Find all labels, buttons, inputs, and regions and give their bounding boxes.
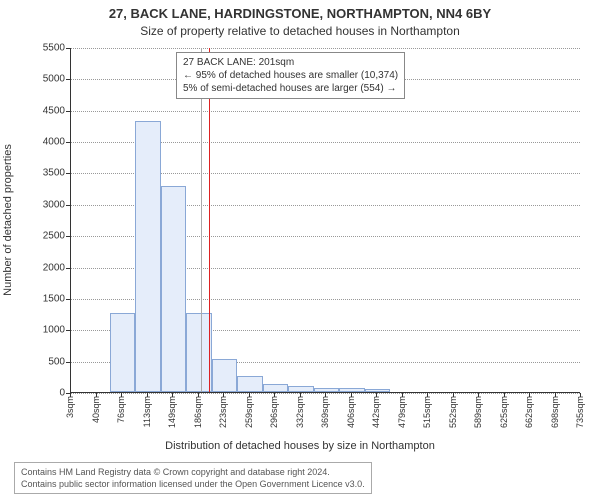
histogram-bar — [339, 388, 365, 392]
y-tick-label: 1500 — [25, 293, 65, 304]
x-axis-label: Distribution of detached houses by size … — [0, 440, 600, 452]
x-tick-label: 625sqm — [499, 396, 509, 428]
x-tick-label: 662sqm — [524, 396, 534, 428]
annotation-box: 27 BACK LANE: 201sqm← 95% of detached ho… — [176, 52, 405, 99]
histogram-bar — [110, 313, 136, 392]
y-tick-label: 1000 — [25, 325, 65, 336]
histogram-bar — [212, 359, 238, 392]
histogram-bar — [135, 121, 161, 392]
x-tick-label: 406sqm — [346, 396, 356, 428]
histogram-bar — [186, 313, 212, 392]
y-tick-mark — [66, 205, 70, 206]
x-tick-label: 589sqm — [473, 396, 483, 428]
x-tick-label: 186sqm — [193, 396, 203, 428]
chart-subtitle: Size of property relative to detached ho… — [0, 24, 600, 38]
y-tick-mark — [66, 268, 70, 269]
y-tick-label: 2000 — [25, 262, 65, 273]
y-tick-label: 5000 — [25, 74, 65, 85]
x-tick-label: 76sqm — [116, 396, 126, 423]
gridline — [71, 48, 580, 49]
histogram-bar — [237, 376, 263, 392]
y-tick-mark — [66, 173, 70, 174]
x-tick-label: 442sqm — [371, 396, 381, 428]
y-tick-mark — [66, 48, 70, 49]
y-tick-mark — [66, 111, 70, 112]
x-tick-label: 223sqm — [218, 396, 228, 428]
footer-attribution: Contains HM Land Registry data © Crown c… — [14, 462, 372, 494]
y-tick-label: 500 — [25, 356, 65, 367]
x-tick-label: 735sqm — [575, 396, 585, 428]
chart-title: 27, BACK LANE, HARDINGSTONE, NORTHAMPTON… — [0, 6, 600, 21]
x-tick-label: 332sqm — [295, 396, 305, 428]
y-tick-mark — [66, 330, 70, 331]
x-tick-label: 3sqm — [65, 396, 75, 418]
histogram-bar — [314, 388, 340, 392]
reference-line — [201, 48, 202, 392]
y-tick-label: 2500 — [25, 231, 65, 242]
x-tick-label: 113sqm — [142, 396, 152, 427]
y-tick-label: 4500 — [25, 105, 65, 116]
x-tick-label: 296sqm — [269, 396, 279, 428]
footer-line-2: Contains public sector information licen… — [21, 478, 365, 490]
chart-container: 27, BACK LANE, HARDINGSTONE, NORTHAMPTON… — [0, 0, 600, 500]
y-tick-mark — [66, 142, 70, 143]
footer-line-1: Contains HM Land Registry data © Crown c… — [21, 466, 365, 478]
y-tick-mark — [66, 362, 70, 363]
annotation-line: 27 BACK LANE: 201sqm — [183, 56, 398, 69]
y-tick-label: 0 — [25, 388, 65, 399]
x-tick-label: 259sqm — [244, 396, 254, 428]
y-tick-label: 3500 — [25, 168, 65, 179]
x-tick-label: 479sqm — [397, 396, 407, 428]
histogram-bar — [365, 389, 391, 392]
y-tick-mark — [66, 236, 70, 237]
x-tick-label: 698sqm — [550, 396, 560, 428]
y-tick-label: 5500 — [25, 43, 65, 54]
x-tick-label: 149sqm — [167, 396, 177, 428]
annotation-line: ← 95% of detached houses are smaller (10… — [183, 69, 398, 82]
reference-line — [209, 48, 210, 392]
y-tick-mark — [66, 79, 70, 80]
x-tick-label: 40sqm — [91, 396, 101, 423]
x-tick-label: 552sqm — [448, 396, 458, 428]
histogram-bar — [288, 386, 314, 392]
x-tick-label: 515sqm — [422, 396, 432, 428]
y-tick-label: 3000 — [25, 199, 65, 210]
annotation-line: 5% of semi-detached houses are larger (5… — [183, 82, 398, 95]
y-axis-label: Number of detached properties — [2, 144, 14, 296]
y-tick-label: 4000 — [25, 137, 65, 148]
gridline — [71, 111, 580, 112]
plot-area: 27 BACK LANE: 201sqm← 95% of detached ho… — [70, 48, 580, 393]
histogram-bar — [263, 384, 289, 392]
x-tick-label: 369sqm — [320, 396, 330, 428]
y-tick-mark — [66, 299, 70, 300]
histogram-bar — [161, 186, 187, 392]
